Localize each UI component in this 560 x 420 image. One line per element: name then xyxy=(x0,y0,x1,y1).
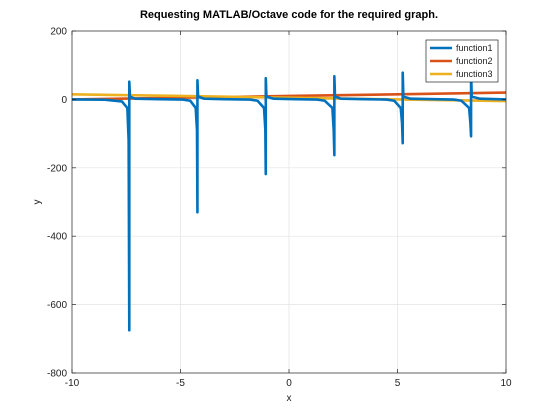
y-tick-label: -800 xyxy=(47,369,67,380)
ticks: -10 -5 0 5 10 -800 -600 -400 -200 0 200 xyxy=(47,27,512,390)
legend: function1 function2 function3 xyxy=(425,39,499,83)
legend-label-function1: function1 xyxy=(456,43,493,53)
series-line-function1 xyxy=(71,70,507,332)
series-layer xyxy=(71,70,507,332)
y-tick-label: -400 xyxy=(47,232,67,243)
y-tick-label: -200 xyxy=(47,163,67,174)
x-axis-label: x xyxy=(287,393,292,404)
x-tick-label: 5 xyxy=(395,378,401,389)
y-tick-label: -600 xyxy=(47,300,67,311)
x-tick-label: -10 xyxy=(65,378,80,389)
y-tick-label: 0 xyxy=(61,95,67,106)
legend-label-function2: function2 xyxy=(456,56,493,66)
x-tick-label: 0 xyxy=(286,378,292,389)
legend-label-function3: function3 xyxy=(456,69,493,79)
x-tick-label: 10 xyxy=(500,378,512,389)
plot-area: -10 -5 0 5 10 -800 -600 -400 -200 0 200 xyxy=(47,27,512,390)
y-axis-label: y xyxy=(32,200,43,205)
chart-title: Requesting MATLAB/Octave code for the re… xyxy=(140,9,438,21)
y-tick-label: 200 xyxy=(50,27,67,38)
x-tick-label: -5 xyxy=(176,378,185,389)
